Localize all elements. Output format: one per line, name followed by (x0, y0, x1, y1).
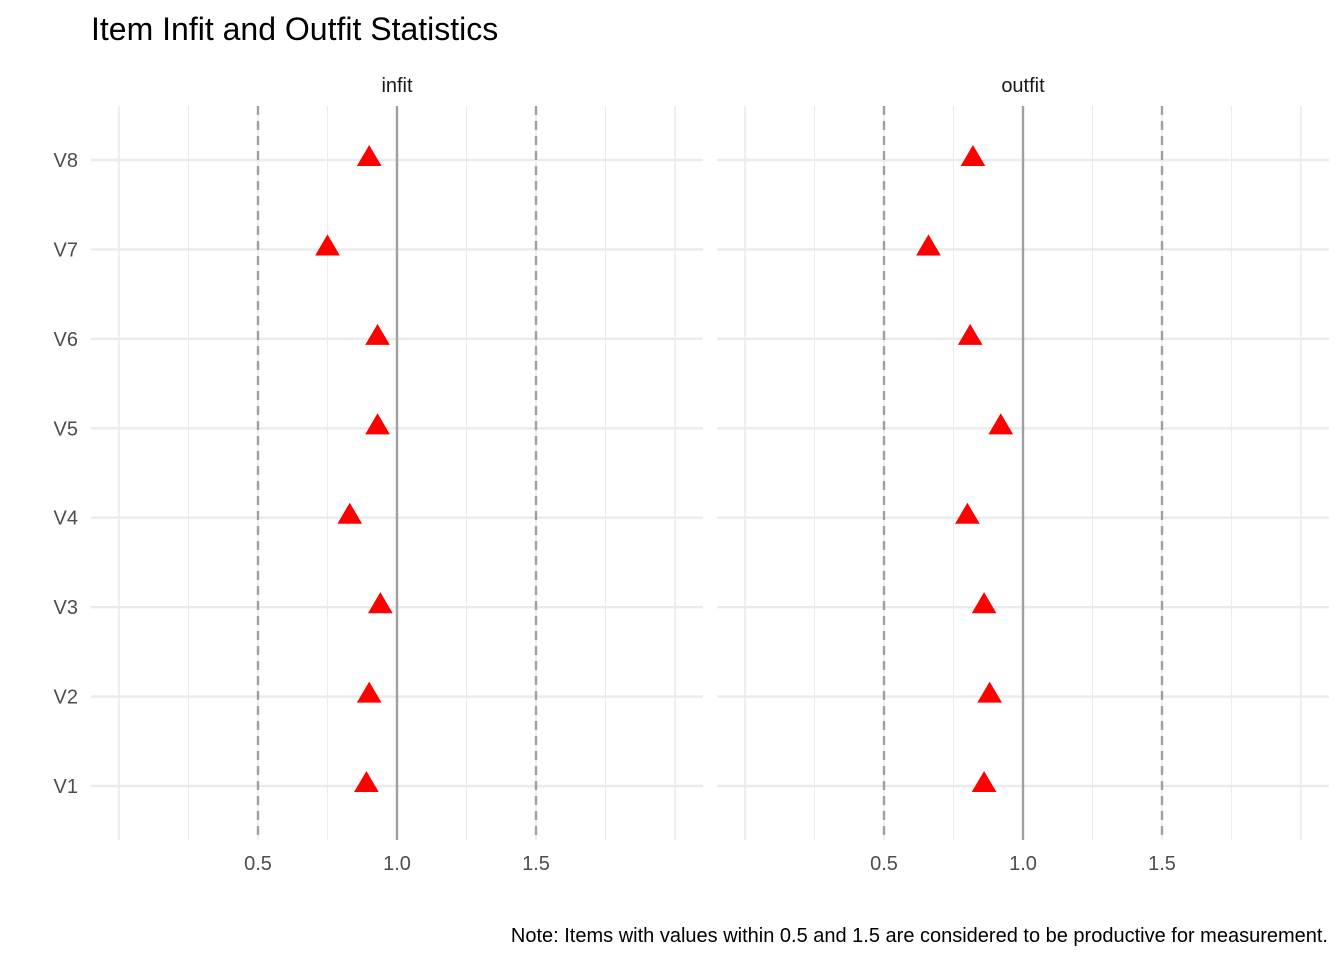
facet-panels: infit 0.5 1.0 1.5 outfit 0.5 1.0 1.5 V1 V2 V3 V4 V5 V… (54, 75, 1329, 875)
y-tick-label-V7: V7 (54, 239, 78, 261)
data-point-outfit-V4 (955, 502, 980, 524)
data-point-infit-V8 (356, 145, 382, 167)
data-point-infit-V5 (365, 413, 390, 435)
x-tick-label: 0.5 (870, 853, 898, 875)
data-point-infit-V7 (315, 234, 340, 256)
y-tick-label-V5: V5 (54, 418, 78, 440)
x-tick-label: 1.5 (522, 853, 550, 875)
data-point-infit-V4 (337, 502, 363, 524)
data-point-infit-V2 (356, 681, 382, 703)
data-point-outfit-V3 (971, 592, 997, 614)
y-tick-label-V3: V3 (54, 597, 78, 619)
data-point-infit-V3 (367, 592, 393, 614)
data-point-outfit-V7 (916, 234, 941, 256)
y-tick-label-V1: V1 (54, 776, 78, 798)
facet-panel-outfit: outfit 0.5 1.0 1.5 (717, 75, 1329, 875)
facet-label-outfit: outfit (1001, 75, 1045, 97)
y-tick-label-V4: V4 (54, 508, 78, 530)
facet-panel-infit: infit 0.5 1.0 1.5 (91, 75, 703, 875)
x-tick-label: 1.5 (1148, 853, 1176, 875)
data-point-outfit-V5 (988, 413, 1014, 435)
data-point-infit-V1 (354, 771, 379, 793)
chart-title: Item Infit and Outfit Statistics (91, 11, 498, 47)
x-tick-label: 1.0 (383, 853, 411, 875)
data-point-outfit-V1 (971, 771, 997, 793)
x-tick-label: 0.5 (244, 853, 272, 875)
chart-caption: Note: Items with values within 0.5 and 1… (511, 925, 1328, 947)
facet-label-infit: infit (381, 75, 413, 97)
data-point-outfit-V8 (960, 145, 986, 167)
x-tick-label: 1.0 (1009, 853, 1037, 875)
data-point-outfit-V6 (957, 323, 983, 345)
data-point-infit-V6 (365, 323, 390, 345)
data-point-outfit-V2 (977, 681, 1002, 703)
y-tick-label-V8: V8 (54, 150, 78, 172)
y-tick-label-V2: V2 (54, 687, 78, 709)
y-tick-label-V6: V6 (54, 329, 78, 351)
